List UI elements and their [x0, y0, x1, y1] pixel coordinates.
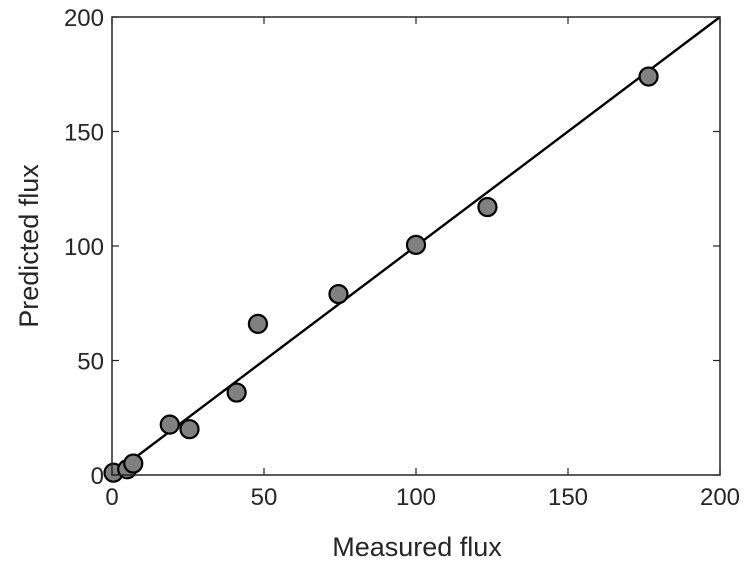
data-point [179, 419, 200, 440]
x-tick-label: 50 [251, 484, 278, 511]
y-tick-label: 200 [64, 5, 104, 32]
x-tick-label: 100 [396, 484, 436, 511]
x-axis-ticks: 0 50 100 150 200 [105, 17, 740, 511]
data-point [405, 234, 427, 255]
data-point [159, 414, 180, 435]
y-tick-label: 0 [91, 463, 104, 490]
data-points-layer [103, 66, 659, 483]
y-tick-label: 100 [64, 234, 104, 261]
data-point [123, 453, 144, 474]
data-point [247, 313, 269, 334]
data-point [477, 196, 498, 218]
x-tick-label: 200 [700, 484, 740, 511]
x-tick-label: 0 [105, 484, 118, 511]
data-point [226, 382, 247, 403]
x-tick-label: 150 [548, 484, 588, 511]
y-axis-ticks: 0 50 100 150 200 [64, 5, 720, 490]
x-axis-label: Measured flux [332, 532, 502, 562]
y-tick-label: 150 [64, 120, 104, 147]
y-tick-label: 50 [77, 349, 104, 376]
data-point [638, 66, 659, 87]
y-axis-label: Predicted flux [14, 164, 44, 328]
data-point [328, 283, 349, 305]
